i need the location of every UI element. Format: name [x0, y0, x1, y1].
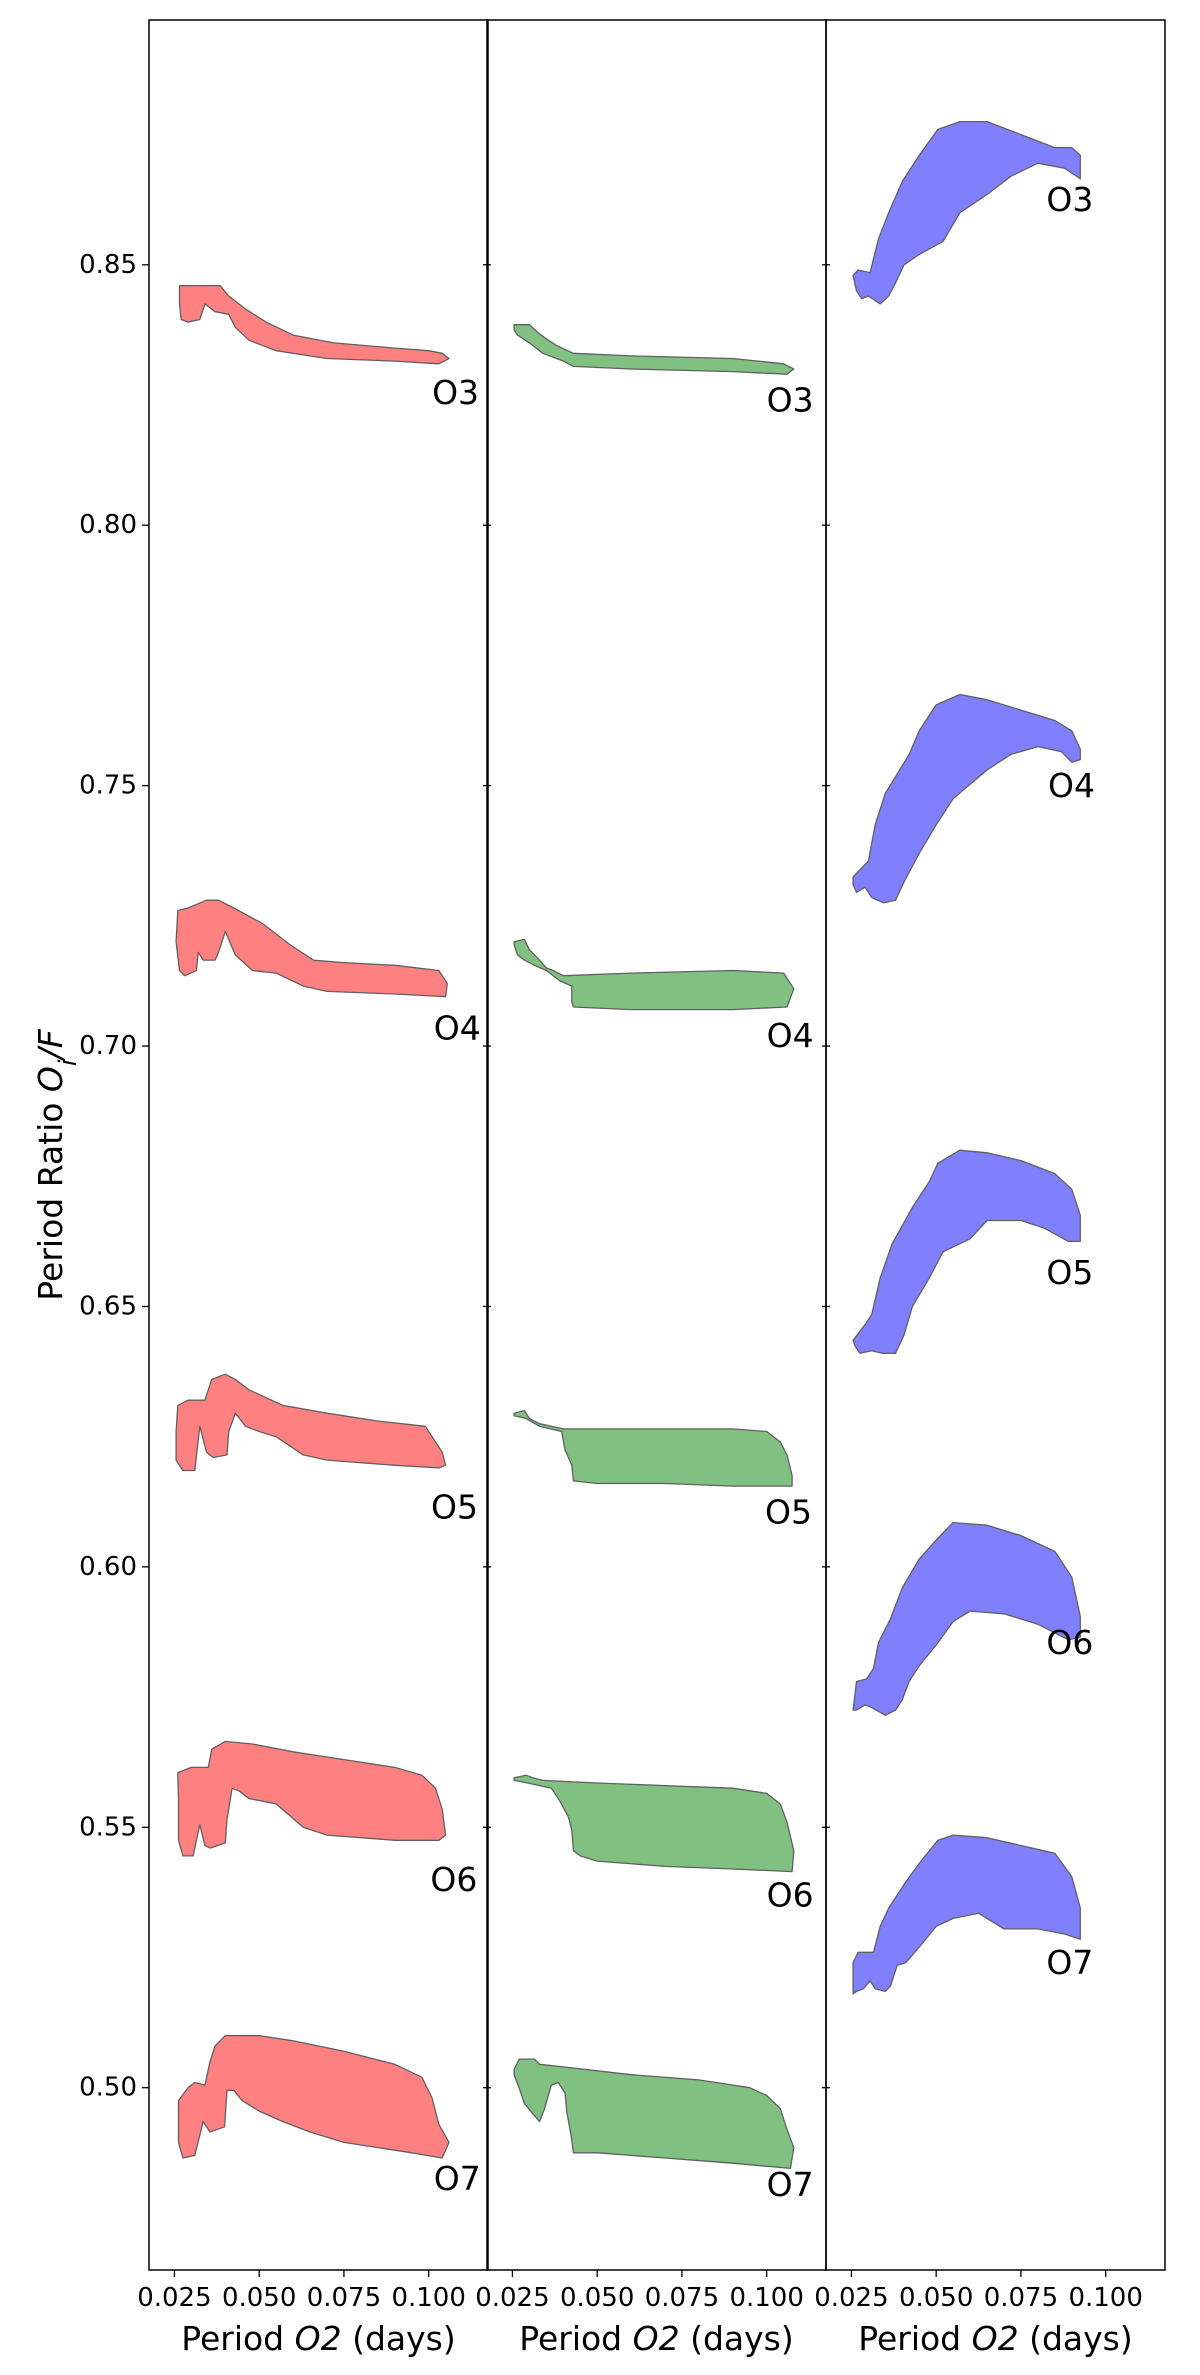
region-polygon-p3-o7: [852, 1834, 1081, 1995]
region-polygon-p2-o4: [513, 938, 795, 1011]
region-label-p2-o5: O5: [765, 1493, 812, 1532]
region-polygon-p1-o6: [177, 1740, 447, 1857]
y-tick-label-3: 0.60: [79, 1552, 137, 1582]
region-polygon-p1-o3: [178, 284, 450, 365]
y-axis-title-prefix: Period Ratio: [31, 1092, 70, 1301]
x-tick-label-p1-1: 0.025: [137, 2283, 211, 2313]
region-polygon-p1-o7: [177, 2034, 450, 2159]
x-axis-title-p1: Period O2 (days): [181, 2319, 456, 2358]
x-axis-title-var: O2: [633, 2319, 680, 2358]
x-axis-title-p3: Period O2 (days): [858, 2319, 1133, 2358]
region-label-p1-o6: O6: [430, 1860, 477, 1899]
text-layer: O3 O4 O5 O6 O7 0.025 0.050 0.075 0.100 0.50 0.55 0.…: [31, 180, 1143, 2358]
x-tick-label-p2-4: 0.100: [729, 2283, 803, 2313]
region-polygon-p3-o6: [852, 1521, 1081, 1716]
panel-frame-1: [148, 19, 489, 2271]
x-axis-title-p2: Period O2 (days): [519, 2319, 794, 2358]
x-axis-title-prefix: Period: [181, 2319, 294, 2358]
x-tick-label-p1-3: 0.075: [307, 2283, 381, 2313]
y-tick-label-8: 0.85: [79, 250, 137, 280]
region-polygon-p1-o5: [175, 1373, 447, 1472]
region-polygon-p2-o7: [513, 2058, 795, 2170]
x-axis-title-suffix: (days): [680, 2319, 794, 2358]
x-axis-title-var: O2: [972, 2319, 1019, 2358]
y-axis-title-var: O: [31, 1066, 70, 1092]
y-axis-title-suffix: /F: [31, 1028, 70, 1062]
region-label-p1-o7: O7: [434, 2159, 481, 2198]
region-label-p2-o3: O3: [767, 381, 814, 420]
y-tick-label-6: 0.75: [79, 771, 137, 801]
region-label-p1-o5: O5: [431, 1487, 478, 1526]
x-axis-title-prefix: Period: [519, 2319, 632, 2358]
region-polygon-p2-o3: [513, 324, 795, 375]
y-axis-title: Period Ratio Oi/F: [31, 1028, 82, 1300]
x-tick-label-p2-1: 0.025: [475, 2283, 549, 2313]
y-tick-label-4: 0.65: [79, 1291, 137, 1321]
region-polygon-p3-o5: [852, 1149, 1081, 1354]
region-polygon-p2-o5: [513, 1409, 793, 1487]
region-polygon-p3-o3: [852, 120, 1081, 305]
region-layer: [175, 120, 1081, 2170]
x-tick-label-p2-2: 0.050: [560, 2283, 634, 2313]
region-label-p3-o3: O3: [1046, 180, 1093, 219]
region-label-p3-o6: O6: [1046, 1623, 1093, 1662]
y-tick-label-5: 0.70: [79, 1031, 137, 1061]
y-tick-label-7: 0.80: [79, 510, 137, 540]
x-axis-title-var: O2: [295, 2319, 342, 2358]
y-tick-label-2: 0.55: [79, 1812, 137, 1842]
x-tick-label-p3-4: 0.100: [1068, 2283, 1142, 2313]
region-label-p2-o6: O6: [767, 1876, 814, 1915]
region-polygon-p1-o4: [175, 899, 448, 998]
panel-frame-3: [825, 19, 1166, 2271]
x-axis-title-suffix: (days): [1019, 2319, 1133, 2358]
x-tick-label-p3-3: 0.075: [984, 2283, 1058, 2313]
region-polygon-p2-o6: [513, 1774, 795, 1873]
y-axis-title-sub: i: [54, 1059, 82, 1066]
x-axis-title-suffix: (days): [342, 2319, 456, 2358]
region-polygon-p3-o4: [852, 693, 1081, 904]
axes-layer: [142, 19, 1166, 2277]
x-tick-label-p3-2: 0.050: [899, 2283, 973, 2313]
x-tick-label-p1-2: 0.050: [222, 2283, 296, 2313]
region-label-p2-o4: O4: [767, 1016, 814, 1055]
region-label-p2-o7: O7: [767, 2165, 814, 2204]
x-tick-label-p3-1: 0.025: [814, 2283, 888, 2313]
x-tick-label-p2-3: 0.075: [645, 2283, 719, 2313]
region-label-p1-o3: O3: [432, 373, 479, 412]
region-label-p1-o4: O4: [434, 1008, 481, 1047]
region-label-p3-o7: O7: [1046, 1943, 1093, 1982]
x-axis-title-prefix: Period: [858, 2319, 971, 2358]
x-tick-label-p1-4: 0.100: [391, 2283, 465, 2313]
region-label-p3-o4: O4: [1048, 766, 1095, 805]
region-label-p3-o5: O5: [1046, 1253, 1093, 1292]
y-tick-label-1: 0.50: [79, 2073, 137, 2103]
